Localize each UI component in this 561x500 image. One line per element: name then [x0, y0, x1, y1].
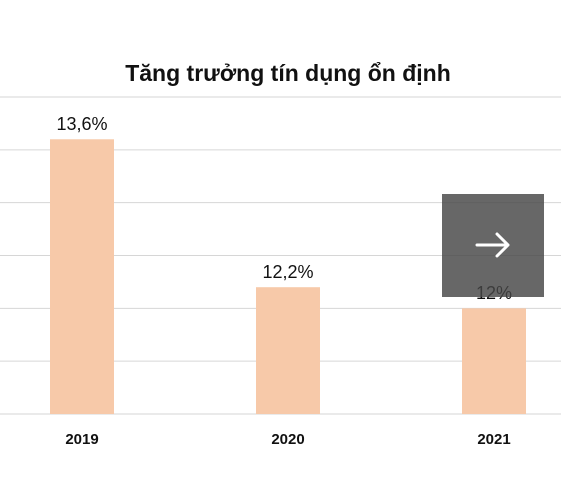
x-tick-label: 2020: [271, 431, 304, 448]
arrow-icon[interactable]: [475, 232, 510, 258]
x-tick-label: 2019: [65, 431, 98, 448]
bar: [256, 287, 320, 414]
bar: [462, 308, 526, 414]
value-label: 12,2%: [262, 262, 313, 282]
next-button[interactable]: [442, 194, 544, 297]
x-tick-label: 2021: [477, 431, 510, 448]
value-label: 13,6%: [56, 114, 107, 134]
bar: [50, 139, 114, 414]
chart-title: Tăng trưởng tín dụng ổn định: [125, 60, 451, 86]
